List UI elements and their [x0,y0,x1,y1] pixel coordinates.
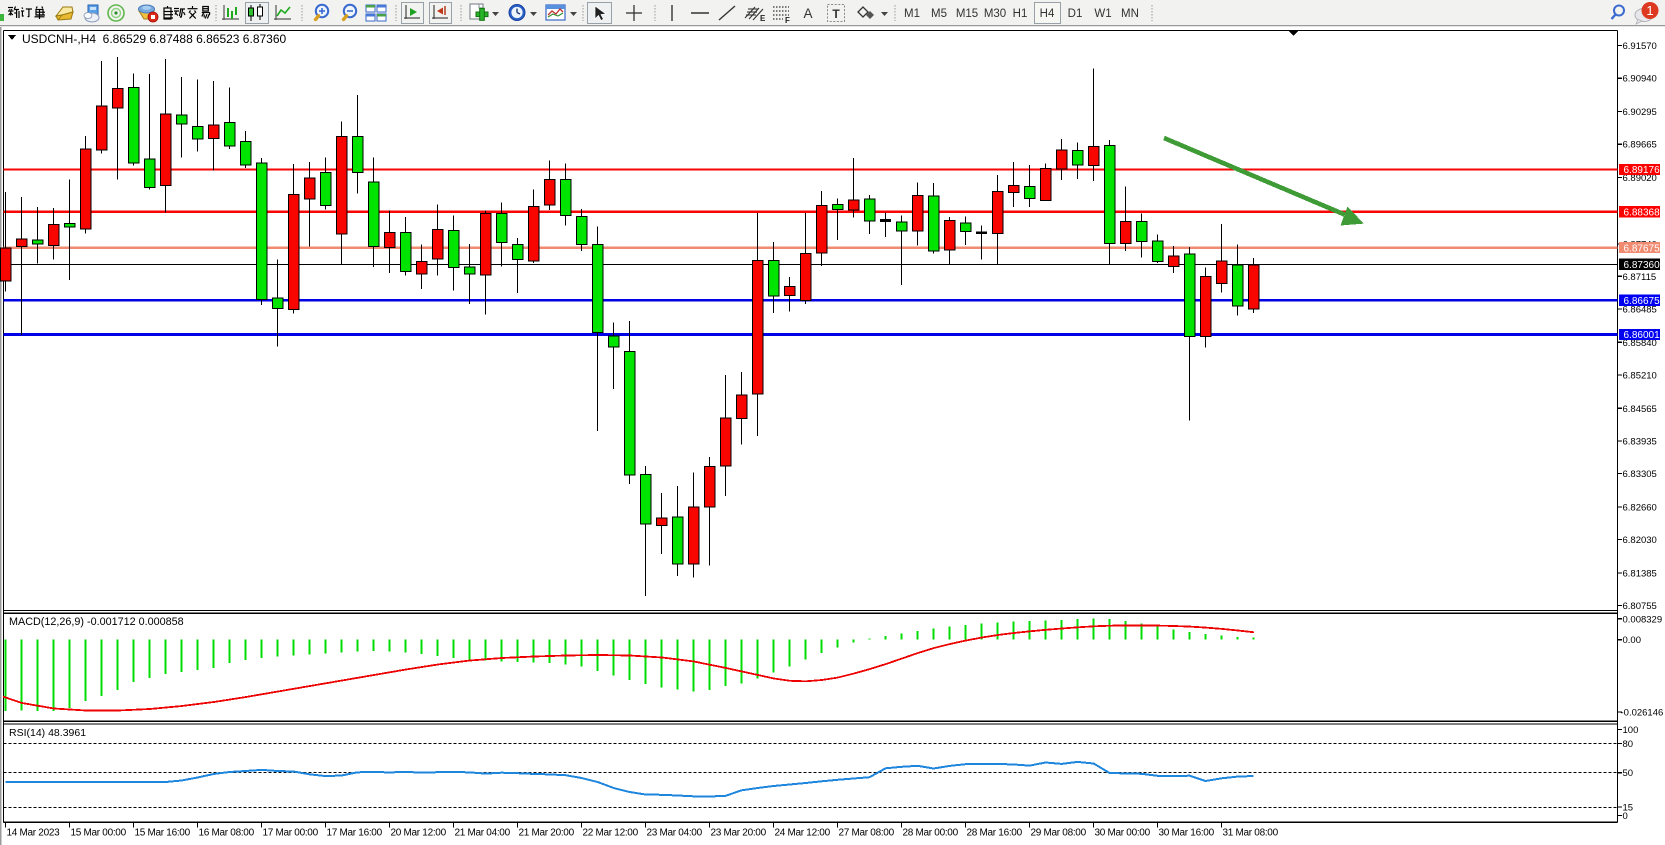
svg-text:6.86001: 6.86001 [1624,330,1661,341]
svg-text:E: E [760,14,766,23]
svg-text:0: 0 [1623,811,1628,822]
svg-text:6.84565: 6.84565 [1623,404,1657,415]
svg-text:21 Mar 04:00: 21 Mar 04:00 [455,828,511,839]
svg-text:22 Mar 12:00: 22 Mar 12:00 [583,828,639,839]
svg-text:USDCNH-,H4 6.86529 6.87488 6.: USDCNH-,H4 6.86529 6.87488 6.86523 6.873… [22,32,287,46]
svg-text:1: 1 [1646,3,1653,18]
svg-text:0.008329: 0.008329 [1623,614,1663,625]
svg-text:100: 100 [1623,725,1639,736]
svg-text:6.87115: 6.87115 [1623,272,1657,283]
svg-text:15 Mar 00:00: 15 Mar 00:00 [71,828,127,839]
svg-text:6.85840: 6.85840 [1623,338,1657,349]
svg-text:0.00: 0.00 [1623,635,1642,646]
svg-text:15: 15 [1623,803,1634,814]
svg-text:H4: H4 [1040,8,1055,20]
svg-text:6.85210: 6.85210 [1623,371,1657,382]
svg-text:M1: M1 [904,8,920,20]
svg-text:27 Mar 08:00: 27 Mar 08:00 [839,828,895,839]
svg-text:D1: D1 [1068,8,1083,20]
svg-text:6.90295: 6.90295 [1623,107,1657,118]
svg-text:50: 50 [1623,768,1634,779]
svg-text:W1: W1 [1094,8,1111,20]
svg-text:M15: M15 [956,8,978,20]
svg-text:28 Mar 16:00: 28 Mar 16:00 [967,828,1023,839]
svg-text:6.83935: 6.83935 [1623,437,1657,448]
svg-text:RSI(14) 48.3961: RSI(14) 48.3961 [9,727,86,739]
svg-text:-0.026146: -0.026146 [1621,708,1664,719]
svg-text:6.81385: 6.81385 [1623,569,1657,580]
svg-text:T: T [832,7,840,21]
svg-text:30 Mar 16:00: 30 Mar 16:00 [1159,828,1215,839]
svg-text:M30: M30 [984,8,1006,20]
svg-text:24 Mar 12:00: 24 Mar 12:00 [775,828,831,839]
svg-text:16 Mar 08:00: 16 Mar 08:00 [199,828,255,839]
svg-text:29 Mar 08:00: 29 Mar 08:00 [1031,828,1087,839]
svg-text:6.80755: 6.80755 [1623,601,1657,612]
svg-text:6.88368: 6.88368 [1624,208,1661,219]
svg-text:20 Mar 12:00: 20 Mar 12:00 [391,828,447,839]
svg-text:M5: M5 [931,8,947,20]
svg-text:A: A [803,6,812,21]
svg-text:31 Mar 08:00: 31 Mar 08:00 [1223,828,1279,839]
svg-text:6.90940: 6.90940 [1623,74,1657,85]
svg-text:23 Mar 20:00: 23 Mar 20:00 [711,828,767,839]
svg-text:6.89176: 6.89176 [1624,165,1661,176]
svg-text:14 Mar 2023: 14 Mar 2023 [7,828,61,839]
svg-text:6.83305: 6.83305 [1623,469,1657,480]
svg-text:6.87675: 6.87675 [1624,243,1661,254]
svg-text:17 Mar 16:00: 17 Mar 16:00 [327,828,383,839]
svg-text:30 Mar 00:00: 30 Mar 00:00 [1095,828,1151,839]
svg-text:6.89665: 6.89665 [1623,140,1657,151]
svg-text:6.86675: 6.86675 [1624,296,1661,307]
svg-text:6.87360: 6.87360 [1624,260,1661,271]
svg-text:6.91570: 6.91570 [1623,41,1657,52]
svg-text:6.82660: 6.82660 [1623,503,1657,514]
svg-text:21 Mar 20:00: 21 Mar 20:00 [519,828,575,839]
svg-text:MACD(12,26,9) -0.001712 0.0008: MACD(12,26,9) -0.001712 0.000858 [9,616,184,628]
svg-text:80: 80 [1623,739,1634,750]
svg-text:28 Mar 00:00: 28 Mar 00:00 [903,828,959,839]
svg-text:F: F [785,16,790,25]
svg-text:6.82030: 6.82030 [1623,535,1657,546]
svg-text:H1: H1 [1013,8,1028,20]
svg-text:MN: MN [1121,8,1139,20]
svg-text:6.86485: 6.86485 [1623,304,1657,315]
svg-text:17 Mar 00:00: 17 Mar 00:00 [263,828,319,839]
svg-text:15 Mar 16:00: 15 Mar 16:00 [135,828,191,839]
svg-text:6.89020: 6.89020 [1623,173,1657,184]
svg-text:23 Mar 04:00: 23 Mar 04:00 [647,828,703,839]
